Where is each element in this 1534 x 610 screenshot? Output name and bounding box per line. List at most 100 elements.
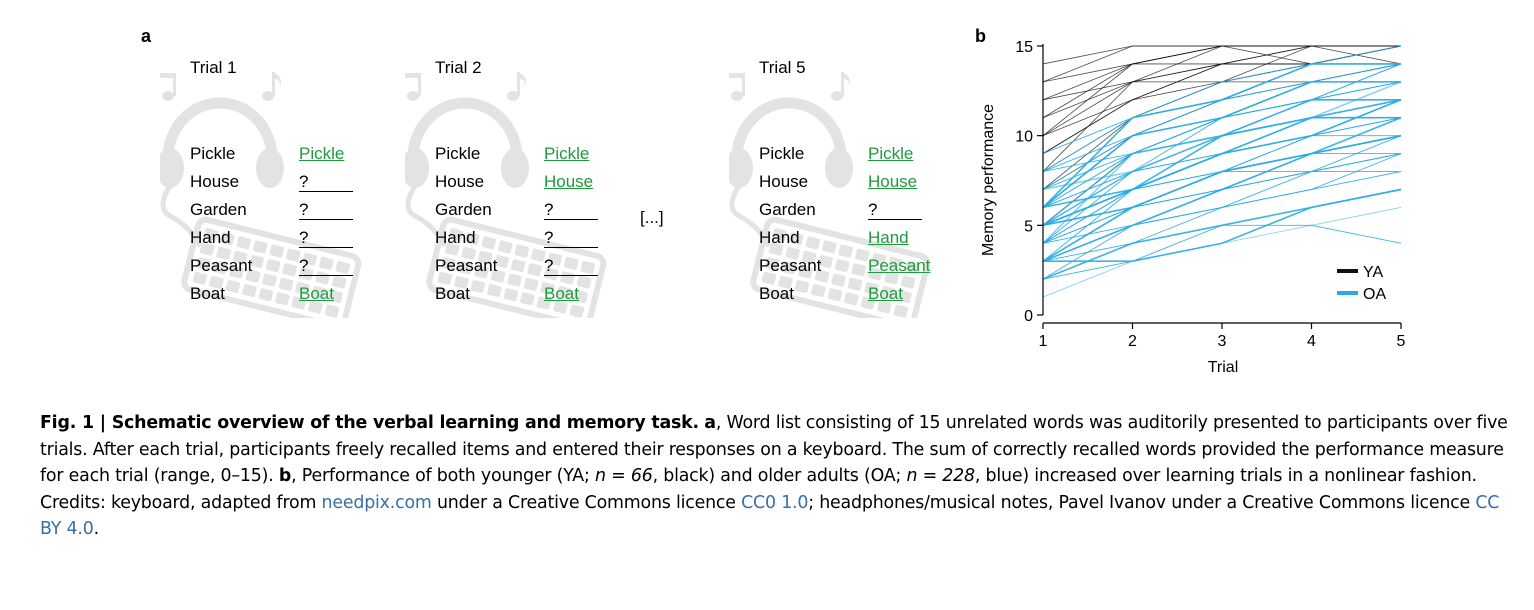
word-row: Pickle Pickle [759, 144, 959, 166]
cue-word: House [190, 172, 240, 191]
legend-bg [1335, 261, 1399, 281]
trial-ellipsis: [...] [640, 208, 664, 227]
caption-text-7: . [93, 519, 100, 539]
caption-b-label: b [278, 466, 292, 486]
word-row: Boat Boat [190, 284, 390, 306]
word-row: Hand? [435, 228, 635, 250]
word-row: House House [435, 172, 635, 194]
chart-axes: 0 5 10 15 1 2 3 4 5 [1015, 39, 1405, 350]
keyboard-icon [426, 216, 607, 318]
headphones-cups [160, 148, 284, 188]
x-tick-label: 2 [1128, 333, 1137, 350]
word-row: House? [190, 172, 390, 194]
x-tick-label: 1 [1039, 333, 1048, 350]
recalled-word: Peasant [868, 256, 931, 275]
cue-word: Pickle [759, 144, 805, 163]
caption-text-4: , blue) increased over learning trials i… [40, 466, 1477, 513]
legend-bg [1335, 283, 1399, 303]
word-row: Peasant Peasant [759, 256, 959, 278]
word-row: Garden? [190, 200, 390, 222]
cue-word: Boat [435, 284, 470, 303]
series-line-oa [1042, 45, 1402, 155]
panel-a-label: a [141, 26, 152, 46]
series-line-oa [1042, 63, 1402, 190]
series-line-oa [1042, 117, 1402, 262]
y-tick-label: 10 [1015, 129, 1033, 146]
headphones-icon [162, 97, 278, 159]
unrecalled-blank: ? [544, 256, 598, 276]
recalled-word: House [544, 172, 594, 191]
headphones-cups [405, 148, 529, 188]
word-row: Garden? [759, 200, 959, 222]
cc0-link[interactable]: CC0 1.0 [741, 492, 809, 513]
cue-word: Pickle [435, 144, 481, 163]
series-line-ya [1042, 45, 1402, 137]
x-axis-label: Trial [1208, 359, 1239, 376]
cue-word: Hand [435, 228, 476, 247]
recalled-word: Boat [868, 284, 903, 303]
keyboard-icon [750, 216, 931, 318]
cue-word: Peasant [190, 256, 253, 275]
trial-title: Trial 1 [190, 58, 237, 77]
cue-word: Hand [759, 228, 800, 247]
decoration-graphic [160, 72, 362, 318]
word-row: Peasant? [190, 256, 390, 278]
recalled-word: House [868, 172, 918, 191]
recalled-word: Pickle [544, 144, 590, 163]
cue-word: House [435, 172, 485, 191]
caption-fig-label: Fig. 1 | Schematic overview of the verba… [40, 413, 699, 433]
series-line-ya [1042, 45, 1401, 65]
oa-series-lines [1042, 45, 1402, 298]
series-line-ya [1042, 63, 1401, 190]
trial-title: Trial 2 [435, 58, 482, 77]
unrecalled-blank: ? [299, 200, 353, 220]
series-line-oa [1042, 63, 1402, 190]
unrecalled-blank: ? [544, 228, 598, 248]
x-tick-label: 4 [1307, 333, 1316, 350]
needpix-link[interactable]: needpix.com [321, 492, 432, 513]
series-line-ya [1042, 45, 1401, 136]
recalled-word: Boat [299, 284, 334, 303]
unrecalled-blank: ? [299, 172, 353, 192]
word-row: Garden? [435, 200, 635, 222]
series-line-oa [1043, 188, 1402, 262]
musical-note-icon [160, 73, 176, 101]
series-line-oa [1042, 81, 1402, 172]
unrecalled-blank: ? [299, 256, 353, 276]
cue-word: Boat [759, 284, 794, 303]
unrecalled-blank: ? [544, 200, 598, 220]
caption-n-oa: n = 228 [906, 466, 975, 486]
series-line-ya [1042, 45, 1401, 137]
word-row: Hand Hand [759, 228, 959, 250]
recalled-word: Boat [544, 284, 579, 303]
chart-legend: YA OA [1335, 261, 1399, 303]
word-row: Hand? [190, 228, 390, 250]
caption-text-6: ; headphones/musical notes, Pavel Ivanov… [808, 492, 1476, 513]
musical-note-icon [831, 72, 850, 101]
cue-word: Peasant [435, 256, 498, 275]
legend-label: OA [1363, 286, 1386, 303]
series-line-oa [1042, 99, 1402, 227]
decoration-graphic [729, 72, 931, 318]
memory-performance-chart: 0 5 10 15 1 2 3 4 5 Memory performance Trial YA O… [980, 39, 1406, 376]
unrecalled-blank: ? [299, 228, 353, 248]
y-tick-label: 15 [1015, 39, 1033, 56]
cue-word: House [759, 172, 809, 191]
series-line-ya [1042, 45, 1401, 83]
series-line-oa [1042, 99, 1402, 227]
caption-n-ya: n = 66 [594, 466, 653, 486]
cue-word: Garden [435, 200, 492, 219]
cc-by-link[interactable]: CC BY 4.0 [40, 492, 1500, 540]
headphones-icon [407, 97, 523, 159]
caption-text-5: under a Creative Commons licence [431, 492, 742, 513]
cue-word: Garden [190, 200, 247, 219]
cue-word: Boat [190, 284, 225, 303]
cue-word: Pickle [190, 144, 236, 163]
caption-a-label: a [704, 413, 716, 433]
word-row: Peasant? [435, 256, 635, 278]
series-line-oa [1042, 171, 1401, 262]
musical-note-icon [262, 72, 281, 101]
figure-caption: Fig. 1 | Schematic overview of the verba… [40, 410, 1510, 543]
recalled-word: Pickle [868, 144, 914, 163]
trial-title: Trial 5 [759, 58, 806, 77]
